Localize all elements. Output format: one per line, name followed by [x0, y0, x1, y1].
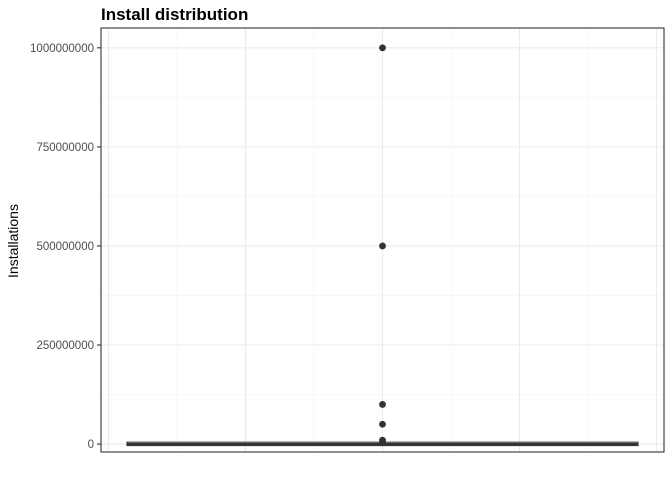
y-axis-label: Installations: [5, 204, 21, 278]
outlier-point: [379, 401, 386, 408]
outlier-point: [379, 436, 386, 444]
grid: [101, 28, 664, 452]
y-tick-label: 750000000: [36, 142, 94, 154]
outlier-point: [379, 44, 386, 52]
y-axis: 0 250000000 500000000 750000000 1000000000: [30, 43, 101, 451]
y-tick-label: 250000000: [36, 340, 94, 352]
y-tick-label: 1000000000: [30, 43, 94, 55]
y-tick-label: 500000000: [36, 241, 94, 253]
outlier-point: [379, 420, 386, 428]
outlier-points: [379, 44, 386, 446]
outlier-point: [379, 242, 386, 250]
y-tick-label: 0: [88, 439, 94, 451]
panel-border: [100, 27, 665, 453]
chart-title: Install distribution: [101, 5, 248, 24]
